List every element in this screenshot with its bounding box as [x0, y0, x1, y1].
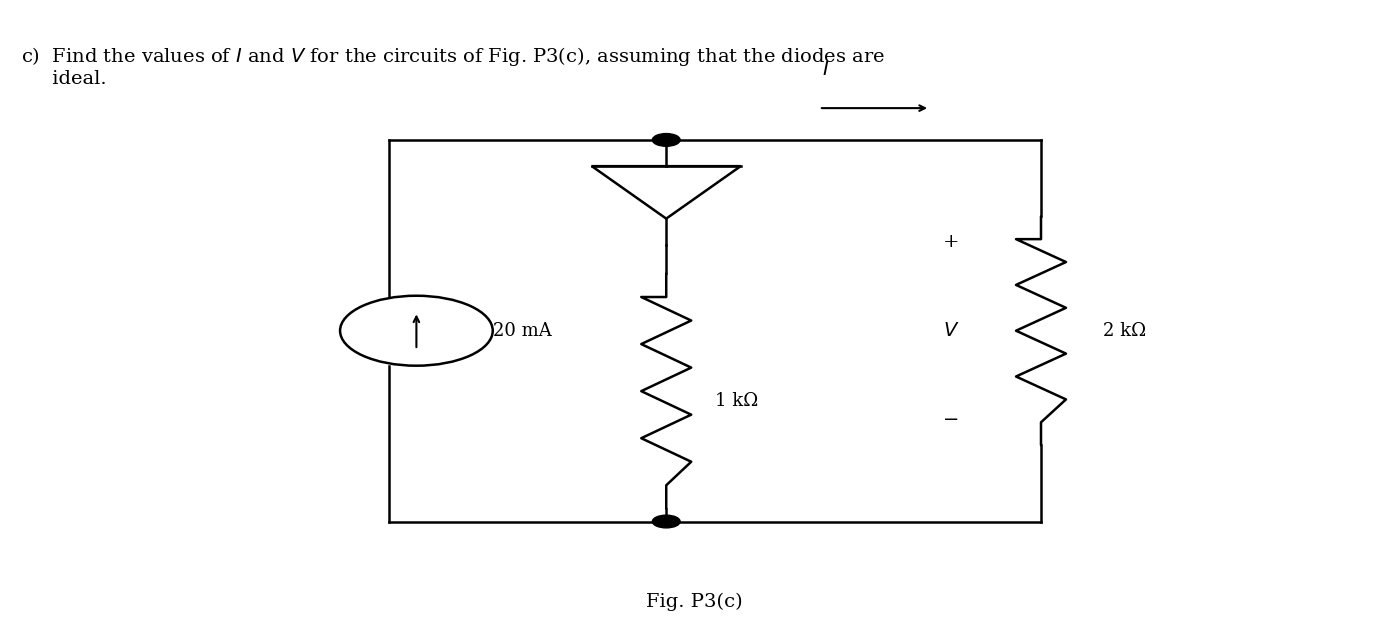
Text: 20 mA: 20 mA — [493, 322, 551, 340]
Text: Fig. P3(c): Fig. P3(c) — [645, 592, 743, 611]
Text: c)  Find the values of $I$ and $V$ for the circuits of Fig. P3(c), assuming that: c) Find the values of $I$ and $V$ for th… — [21, 45, 884, 88]
Text: 1 kΩ: 1 kΩ — [715, 392, 758, 410]
Text: $I$: $I$ — [822, 61, 830, 79]
Text: −: − — [942, 411, 959, 429]
Text: $V$: $V$ — [942, 322, 959, 340]
Circle shape — [652, 515, 680, 528]
Text: +: + — [942, 233, 959, 251]
Text: 2 kΩ: 2 kΩ — [1103, 322, 1146, 340]
Circle shape — [652, 134, 680, 146]
